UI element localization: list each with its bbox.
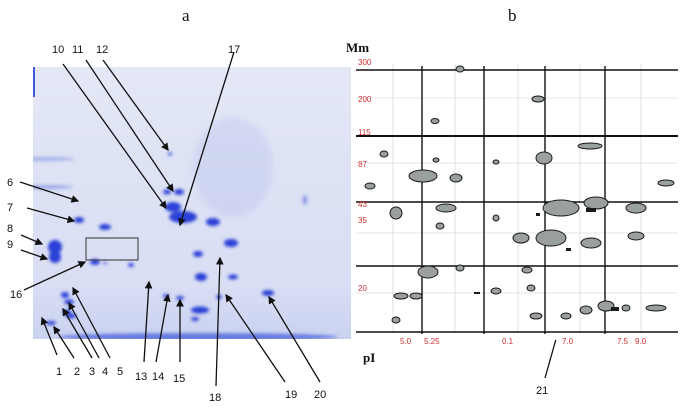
spot-label-11: 11 [72, 44, 84, 56]
spot-label-15: 15 [173, 373, 186, 385]
spot-label-8: 8 [7, 223, 14, 235]
spot-label-3: 3 [89, 366, 96, 378]
y-tick-20: 20 [358, 284, 367, 293]
spot-map [356, 58, 680, 340]
spot-label-2: 2 [74, 366, 81, 378]
y-tick-35: 35 [358, 216, 367, 225]
x-axis-title: pI [363, 350, 376, 365]
spot-label-12: 12 [96, 44, 109, 56]
spot-label-13: 13 [135, 371, 148, 383]
spot-label-16: 16 [10, 289, 23, 301]
spot-label-20: 20 [314, 389, 327, 401]
x-tick-0.1: 0.1 [502, 337, 514, 346]
x-tick-7.5: 7.5 [617, 337, 629, 346]
x-tick-7.0: 7.0 [562, 337, 574, 346]
spot-label-4: 4 [102, 366, 109, 378]
spot-label-19: 19 [285, 389, 298, 401]
spot-label-7: 7 [7, 202, 14, 214]
spot-label-14: 14 [152, 371, 165, 383]
spot-label-1: 1 [56, 366, 63, 378]
y-tick-200: 200 [358, 95, 372, 104]
panel-b-label: b [508, 6, 517, 25]
panel-a-label: a [182, 6, 190, 25]
y-tick-300: 300 [358, 58, 372, 67]
y-tick-43: 43 [358, 200, 367, 209]
spot-label-5: 5 [117, 366, 124, 378]
x-tick-5.25: 5.25 [424, 337, 440, 346]
y-tick-115: 115 [358, 128, 371, 137]
spot-label-9: 9 [7, 239, 14, 251]
spot-map-grid [356, 64, 678, 334]
y-axis-title: Mm [346, 40, 370, 55]
spot-label-6: 6 [7, 177, 14, 189]
annotation-21: 21 [536, 385, 549, 397]
spot-label-17: 17 [228, 44, 241, 56]
y-tick-87: 87 [358, 160, 367, 169]
gel-image [15, 67, 351, 341]
x-tick-9.0: 9.0 [635, 337, 647, 346]
x-tick-5.0: 5.0 [400, 337, 412, 346]
spot-label-10: 10 [52, 44, 65, 56]
spot-label-18: 18 [209, 392, 222, 404]
